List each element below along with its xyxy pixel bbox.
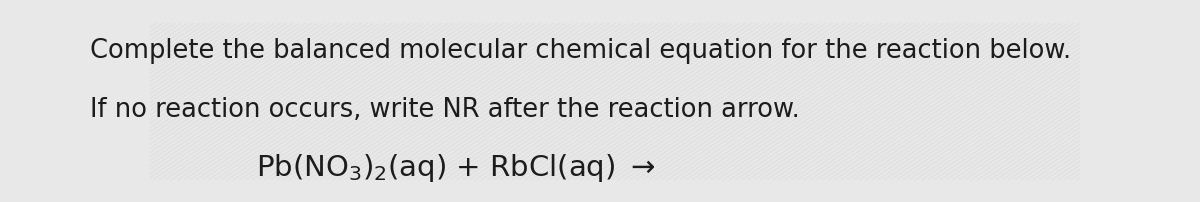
Text: Complete the balanced molecular chemical equation for the reaction below.: Complete the balanced molecular chemical… xyxy=(90,38,1072,63)
Text: Pb(NO$_3$)$_2$(aq) + RbCl(aq) $\rightarrow$: Pb(NO$_3$)$_2$(aq) + RbCl(aq) $\rightarr… xyxy=(256,152,656,184)
Text: If no reaction occurs, write NR after the reaction arrow.: If no reaction occurs, write NR after th… xyxy=(90,96,799,122)
